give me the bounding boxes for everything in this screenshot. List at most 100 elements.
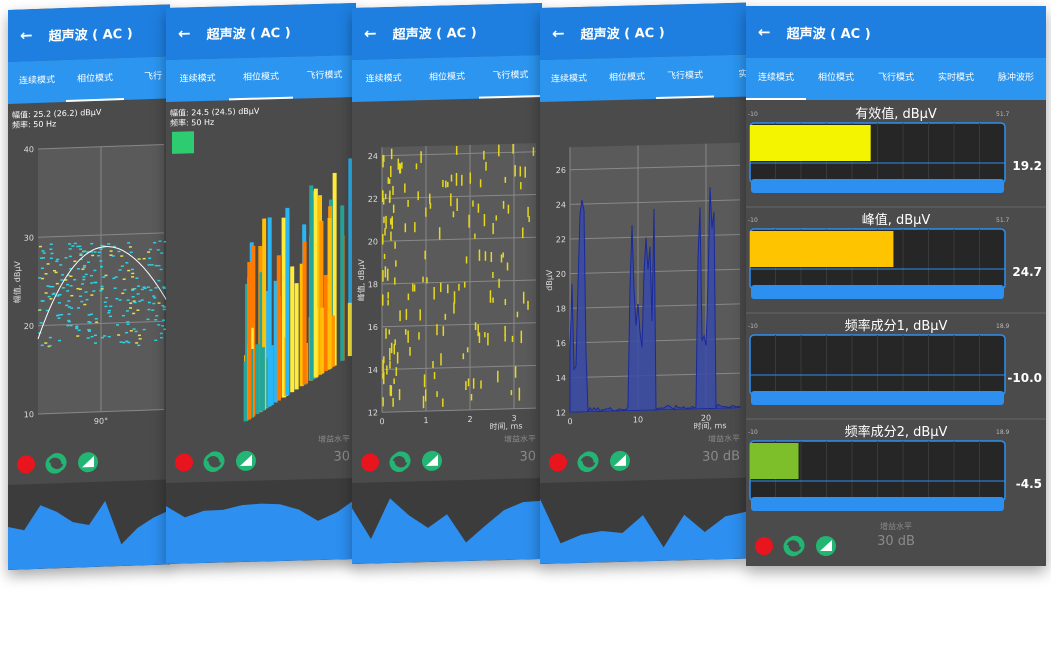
phase-point [119,341,123,343]
grid-line [382,236,536,242]
pulse-point [450,174,453,182]
y-tick-label: 30 [24,233,34,242]
phase-point [129,307,133,309]
meter-base [751,179,1004,193]
pulse-point [504,176,507,183]
meter-label: 峰值, dBμV [861,213,931,228]
phase-point [129,302,133,305]
phase-point [77,307,81,309]
mode-tab[interactable]: 相位模式 [817,73,854,83]
pulse-point [433,372,436,380]
phase-point [113,287,117,289]
pulse-point [507,204,510,214]
pulse-point [393,344,396,355]
pulse-point [390,231,392,241]
phase-point [100,336,104,339]
pulse-point [487,332,489,346]
phase-point [69,284,73,287]
pulse-point [392,185,394,196]
refresh-button[interactable] [389,451,411,472]
gain-value: 30 [519,449,536,465]
phase-point [93,281,97,284]
phase-point [66,290,70,292]
mode-tab[interactable]: 实时模式 [937,73,974,83]
pulse-point [426,277,428,284]
phase-point [140,288,144,291]
phase-point [49,248,53,251]
phase-point [136,293,140,295]
pulse-point [455,146,458,155]
record-button[interactable] [755,537,773,555]
pulse-point [502,252,504,258]
phase-point [46,285,50,287]
record-button[interactable] [361,453,379,472]
phase-point [77,329,81,332]
pulse-point [455,172,458,186]
pulse-point [429,193,431,204]
phase-point [48,344,52,347]
refresh-button[interactable] [783,535,805,557]
gain-icon [820,540,832,551]
pulse-point [484,332,486,338]
pulse-point [520,330,523,344]
record-button[interactable] [549,453,567,472]
y-tick-label: 18 [368,280,378,289]
back-button[interactable]: ← [758,23,771,41]
phase-point [126,323,130,326]
surface-bar [277,295,282,401]
y-tick-label: 14 [368,366,378,375]
y-tick-label: 12 [556,408,566,417]
phase-point [102,276,106,278]
pulse-point [407,199,409,207]
phase-point [122,278,126,281]
gain-label: 增益水平 [318,434,350,445]
pulse-point [407,330,409,343]
pulse-point [489,290,492,303]
grid-line [382,322,536,328]
pulse-point [385,215,387,229]
mode-tab[interactable]: 脉冲波形 [997,73,1034,83]
phase-point [82,278,86,281]
phase-point [99,248,103,251]
mode-tab[interactable]: 飞行模式 [877,73,914,83]
y-tick-label: 20 [368,237,378,246]
phase-point [66,283,70,286]
pulse-point [390,148,393,160]
meter-base [751,497,1004,511]
pulse-point [401,162,403,169]
surface-bar [290,266,295,393]
surface-bar [294,283,299,390]
meter-label: 频率成分2, dBμV [844,425,948,440]
phase-point [84,291,88,293]
phase-point [93,342,97,344]
phase-point [79,248,83,250]
pulse-point [445,180,447,188]
phase-point [154,339,158,342]
phase-point [80,283,84,285]
record-button[interactable] [17,455,35,474]
refresh-button[interactable] [577,451,599,472]
phase-point [149,248,153,251]
phase-point [73,260,77,263]
surface-bar [267,217,272,407]
phase-point [154,318,158,321]
refresh-button[interactable] [45,453,67,474]
gain-icon [82,455,94,468]
pulse-point [387,292,389,299]
mode-tab[interactable]: 连续模式 [746,58,806,100]
phase-point [50,252,54,255]
refresh-button[interactable] [203,451,225,472]
phase-point [64,256,68,259]
grid-line [382,193,536,200]
pulse-point [422,395,425,409]
phase-point [162,287,166,290]
phase-point [147,301,151,304]
pulse-point [396,352,399,364]
record-button[interactable] [175,453,193,472]
y-tick-label: 24 [368,152,378,161]
phase-point [44,272,48,275]
pulse-point [497,370,499,383]
pulse-point [519,166,522,177]
phase-point [137,258,141,260]
